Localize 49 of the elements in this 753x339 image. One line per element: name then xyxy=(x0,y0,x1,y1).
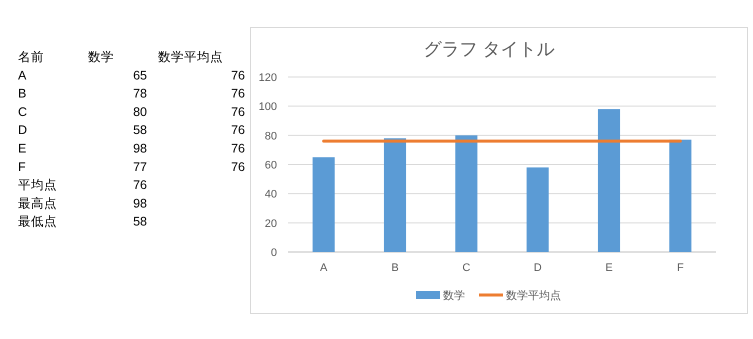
bar xyxy=(455,135,478,252)
text: 58 xyxy=(133,214,148,229)
text: 76 xyxy=(231,104,246,119)
bar xyxy=(384,138,406,252)
text: 76 xyxy=(231,142,246,156)
text: 最低点 xyxy=(18,214,57,229)
text: 76 xyxy=(231,123,246,138)
text: B xyxy=(18,86,26,101)
text: 78 xyxy=(133,86,148,101)
text: 80 xyxy=(133,104,148,119)
y-tick-label: 120 xyxy=(258,72,277,84)
text: 65 xyxy=(133,68,148,82)
text: A xyxy=(18,68,27,82)
text: C xyxy=(18,104,28,119)
text: 76 xyxy=(231,86,246,101)
x-tick-label: B xyxy=(391,262,399,274)
text: 58 xyxy=(133,123,148,138)
x-tick-label: A xyxy=(320,262,328,274)
legend-label: 数学平均点 xyxy=(506,289,561,302)
bar xyxy=(526,167,549,252)
y-tick-label: 100 xyxy=(258,101,277,114)
bar xyxy=(669,140,692,252)
bar xyxy=(598,109,620,252)
y-tick-label: 20 xyxy=(264,218,277,230)
y-tick-label: 0 xyxy=(270,247,277,259)
text: 最高点 xyxy=(18,195,57,210)
text: 98 xyxy=(133,196,148,210)
text: E xyxy=(18,142,26,156)
text: 名前 xyxy=(18,50,44,64)
x-tick-label: F xyxy=(676,262,684,274)
text: 76 xyxy=(133,178,148,192)
legend-label: 数学 xyxy=(443,290,465,302)
y-tick-label: 80 xyxy=(264,130,277,142)
bar xyxy=(312,157,335,252)
text: 98 xyxy=(133,142,148,156)
x-tick-label: C xyxy=(462,262,470,274)
text: 数学 xyxy=(88,50,114,64)
text: D xyxy=(18,123,28,138)
text: 数学平均点 xyxy=(158,50,223,64)
text: 平均点 xyxy=(18,178,57,192)
x-tick-label: E xyxy=(605,262,613,274)
text: 76 xyxy=(231,68,246,82)
text: 77 xyxy=(133,160,148,174)
chart-title: グラフ タイトル xyxy=(423,39,555,59)
y-tick-label: 40 xyxy=(264,188,277,201)
x-tick-label: D xyxy=(534,262,542,274)
text: F xyxy=(18,160,26,174)
text: 76 xyxy=(231,160,246,174)
y-tick-label: 60 xyxy=(264,160,277,172)
